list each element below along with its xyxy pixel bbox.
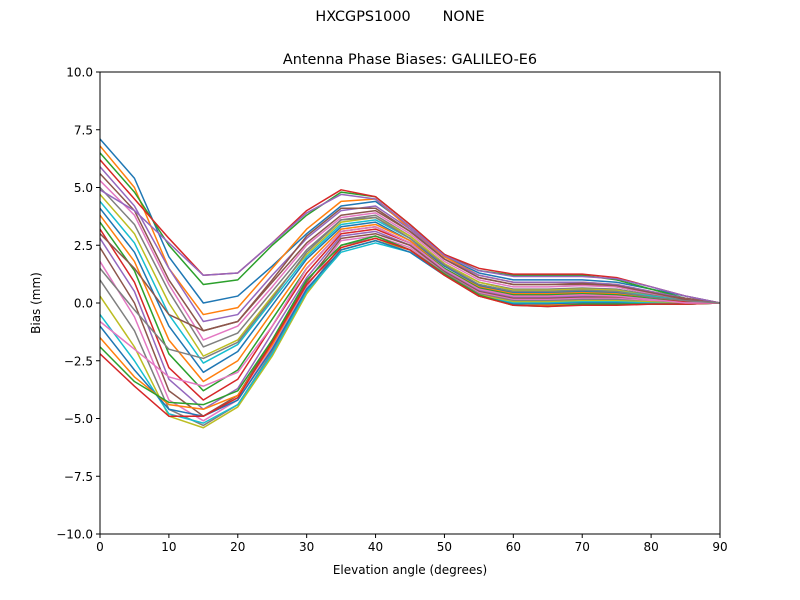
axes-layer: 0 10 20 30 40 50 60 70 80 90 −10.0 −7.5 −5.0 −2.5 0.0 2… [56,66,727,555]
y-tick-label: 7.5 [74,123,93,137]
series-line [99,214,721,383]
series-line [99,180,721,341]
series-line [99,189,721,304]
y-tick-label: −7.5 [64,470,93,484]
chart-title: Antenna Phase Biases: GALILEO-E6 [283,52,537,68]
x-axis-label: Elevation angle (degrees) [333,563,487,577]
radome-name: NONE [442,9,485,25]
x-tick-label: 50 [437,540,452,554]
y-tick-label: 0.0 [74,297,93,311]
y-tick-label: −2.5 [64,354,93,368]
x-tick-label: 30 [299,540,314,554]
series-layer [99,138,721,429]
x-tick-label: 40 [368,540,383,554]
y-tick-label: −10.0 [56,528,93,542]
series-line [99,230,720,411]
x-tick-label: 80 [643,540,658,554]
x-tick-label: 0 [96,540,104,554]
x-tick-label: 90 [712,540,727,554]
series-line [99,166,721,323]
series-line [99,237,721,417]
x-tick-label: 20 [230,540,245,554]
series-line [99,138,721,304]
x-tick-label: 60 [506,540,521,554]
y-axis-label: Bias (mm) [29,272,43,334]
y-tick-label: 10.0 [66,66,93,80]
series-line [99,226,720,387]
figure-suptitle: HXCGPS1000 NONE [0,9,800,25]
series-line [99,216,721,360]
series-line [99,193,721,357]
series-line [99,235,720,422]
antenna-name: HXCGPS1000 [315,9,411,25]
y-tick-label: −5.0 [64,412,93,426]
x-tick-label: 10 [161,540,176,554]
series-line [99,207,721,332]
y-tick-label: 5.0 [74,181,93,195]
x-tick-label: 70 [575,540,590,554]
series-line [99,242,721,424]
y-tick-label: 2.5 [74,239,93,253]
series-line [99,232,720,417]
